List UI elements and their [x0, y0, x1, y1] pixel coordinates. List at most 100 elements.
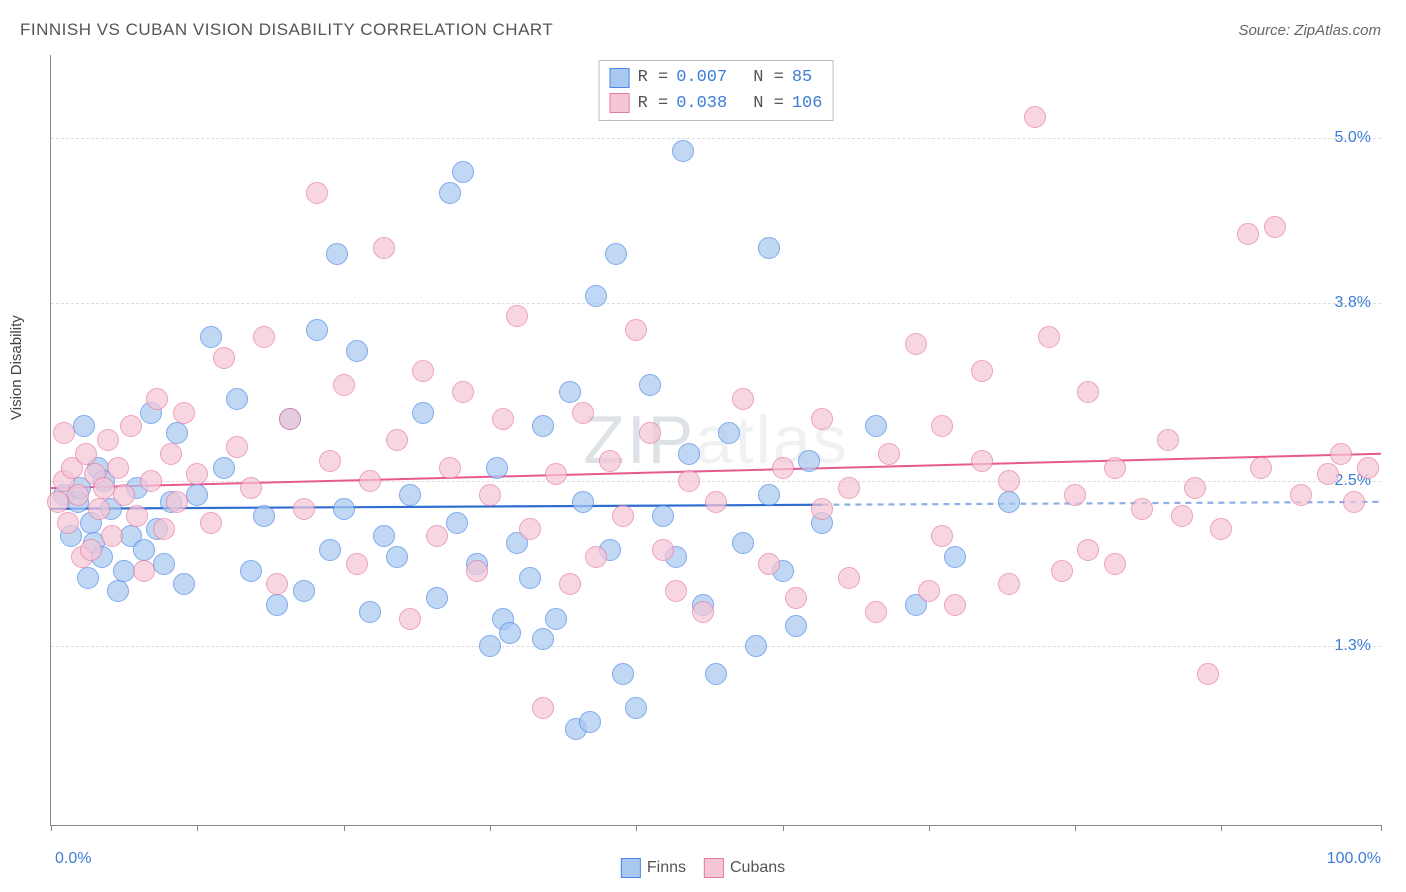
data-point-cubans [1250, 457, 1272, 479]
data-point-cubans [599, 450, 621, 472]
data-point-cubans [652, 539, 674, 561]
data-point-finns [439, 182, 461, 204]
source-label: Source: ZipAtlas.com [1238, 22, 1381, 39]
data-point-cubans [75, 443, 97, 465]
data-point-cubans [1357, 457, 1379, 479]
x-tick [929, 825, 930, 831]
legend-label-finns: Finns [647, 859, 686, 877]
x-tick [1221, 825, 1222, 831]
data-point-finns [612, 663, 634, 685]
x-axis-max-label: 100.0% [1327, 850, 1381, 868]
data-point-finns [452, 161, 474, 183]
y-axis-title: Vision Disability [8, 315, 25, 420]
trend-line-cubans [51, 55, 1381, 825]
data-point-cubans [492, 408, 514, 430]
data-point-finns [346, 340, 368, 362]
data-point-cubans [772, 457, 794, 479]
data-point-finns [559, 381, 581, 403]
data-point-finns [572, 491, 594, 513]
x-axis-min-label: 0.0% [55, 850, 91, 868]
data-point-finns [166, 422, 188, 444]
data-point-finns [359, 601, 381, 623]
data-point-cubans [293, 498, 315, 520]
data-point-cubans [878, 443, 900, 465]
data-point-finns [545, 608, 567, 630]
data-point-finns [745, 635, 767, 657]
data-point-cubans [88, 498, 110, 520]
data-point-finns [732, 532, 754, 554]
data-point-finns [426, 587, 448, 609]
x-tick [783, 825, 784, 831]
data-point-cubans [1131, 498, 1153, 520]
data-point-finns [998, 491, 1020, 513]
data-point-cubans [1264, 216, 1286, 238]
plot-area: ZIPatlas R = 0.007 N = 85 R = 0.038 N = … [50, 55, 1381, 826]
data-point-cubans [57, 512, 79, 534]
data-point-cubans [811, 498, 833, 520]
legend-item-finns: Finns [621, 858, 686, 878]
data-point-cubans [1184, 477, 1206, 499]
data-point-finns [579, 711, 601, 733]
x-tick [344, 825, 345, 831]
data-point-finns [785, 615, 807, 637]
data-point-cubans [160, 443, 182, 465]
data-point-cubans [931, 525, 953, 547]
data-point-cubans [466, 560, 488, 582]
legend-label-cubans: Cubans [730, 859, 785, 877]
data-point-cubans [333, 374, 355, 396]
data-point-finns [705, 663, 727, 685]
chart-title: FINNISH VS CUBAN VISION DISABILITY CORRE… [20, 20, 553, 40]
data-point-finns [200, 326, 222, 348]
data-point-cubans [80, 539, 102, 561]
data-point-cubans [140, 470, 162, 492]
data-point-cubans [905, 333, 927, 355]
data-point-cubans [971, 450, 993, 472]
data-point-finns [266, 594, 288, 616]
data-point-cubans [559, 573, 581, 595]
data-point-cubans [153, 518, 175, 540]
legend-item-cubans: Cubans [704, 858, 785, 878]
data-point-finns [672, 140, 694, 162]
data-point-cubans [319, 450, 341, 472]
data-point-finns [519, 567, 541, 589]
data-point-finns [605, 243, 627, 265]
data-point-finns [107, 580, 129, 602]
data-point-cubans [519, 518, 541, 540]
data-point-cubans [107, 457, 129, 479]
series-legend: Finns Cubans [621, 858, 785, 878]
data-point-finns [798, 450, 820, 472]
data-point-cubans [625, 319, 647, 341]
data-point-cubans [758, 553, 780, 575]
data-point-cubans [1104, 553, 1126, 575]
data-point-cubans [971, 360, 993, 382]
data-point-cubans [120, 415, 142, 437]
data-point-cubans [133, 560, 155, 582]
data-point-cubans [1343, 491, 1365, 513]
data-point-cubans [452, 381, 474, 403]
data-point-finns [399, 484, 421, 506]
data-point-finns [652, 505, 674, 527]
data-point-cubans [200, 512, 222, 534]
data-point-cubans [97, 429, 119, 451]
data-point-cubans [838, 477, 860, 499]
data-point-finns [532, 415, 554, 437]
data-point-finns [226, 388, 248, 410]
swatch-cubans [704, 858, 724, 878]
data-point-finns [333, 498, 355, 520]
data-point-finns [479, 635, 501, 657]
data-point-cubans [998, 470, 1020, 492]
data-point-cubans [785, 587, 807, 609]
data-point-cubans [1064, 484, 1086, 506]
data-point-cubans [1051, 560, 1073, 582]
data-point-cubans [585, 546, 607, 568]
data-point-finns [240, 560, 262, 582]
data-point-finns [77, 567, 99, 589]
data-point-finns [73, 415, 95, 437]
data-point-cubans [1077, 539, 1099, 561]
data-point-cubans [1077, 381, 1099, 403]
data-point-finns [758, 484, 780, 506]
data-point-cubans [113, 484, 135, 506]
data-point-cubans [126, 505, 148, 527]
data-point-cubans [186, 463, 208, 485]
x-tick [197, 825, 198, 831]
